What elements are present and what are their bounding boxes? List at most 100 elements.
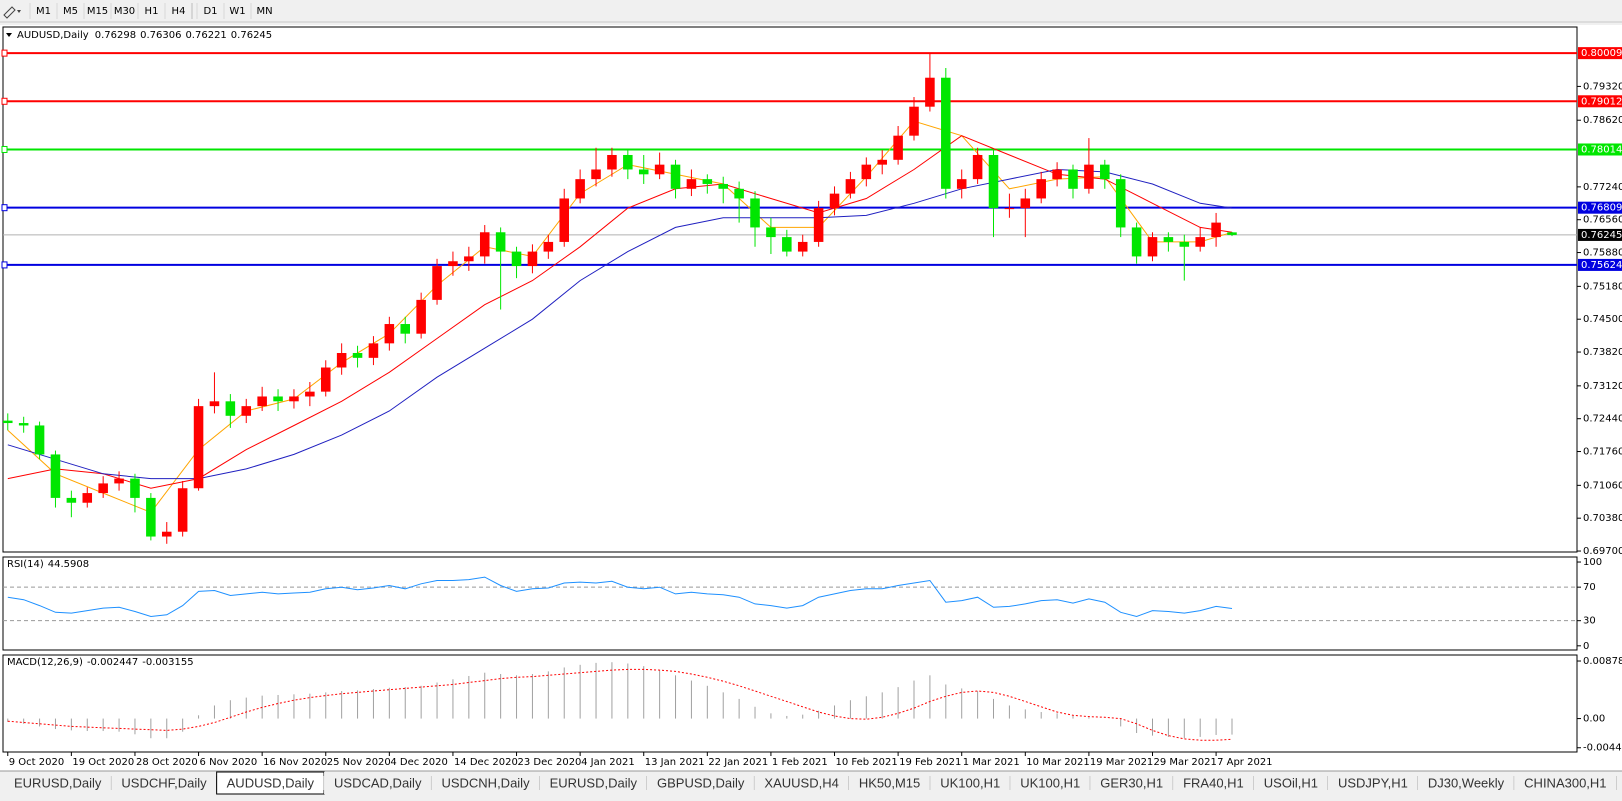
candle-body <box>146 497 156 537</box>
tab[interactable]: USDCAD,Daily <box>324 772 432 794</box>
macd-signal-value: -0.003155 <box>142 657 193 668</box>
tab-label[interactable]: GER30,H1 <box>1100 775 1163 790</box>
tab-label[interactable]: EURUSD,Daily <box>14 775 102 790</box>
candle-body <box>861 164 872 180</box>
candle-body <box>813 208 824 242</box>
tab[interactable]: UK100,H1 <box>1010 772 1091 794</box>
tab-label[interactable]: HK50,M15 <box>859 775 920 790</box>
candle-body <box>893 135 903 160</box>
chart-menu-arrow[interactable] <box>6 33 12 37</box>
candle-body <box>50 454 61 498</box>
tab-background[interactable] <box>754 772 849 794</box>
timeframe-button[interactable]: M30 <box>114 6 135 17</box>
tab-background[interactable] <box>930 772 1011 794</box>
tab[interactable]: U <box>1616 772 1622 794</box>
tab-background[interactable] <box>111 772 217 794</box>
tab[interactable]: USDCNH,Daily <box>431 772 541 794</box>
x-tick-label: 10 Mar 2021 <box>1026 757 1089 768</box>
tab-background[interactable] <box>4 772 112 794</box>
tab[interactable]: USDCHF,Daily <box>111 772 218 794</box>
timeframe-button[interactable]: D1 <box>203 6 217 17</box>
timeframe-button[interactable]: H4 <box>172 6 186 17</box>
tab[interactable]: USOil,H1 <box>1253 772 1329 794</box>
tab[interactable]: DJ30,Weekly <box>1417 772 1515 794</box>
tab[interactable]: AUDUSD,Daily <box>216 771 325 795</box>
tab-label[interactable]: UK100,H1 <box>1020 775 1080 790</box>
tab[interactable]: FRA40,H1 <box>1173 772 1255 794</box>
tab[interactable]: GER30,H1 <box>1090 772 1174 794</box>
timeframe-button[interactable]: W1 <box>229 6 245 17</box>
rsi-line <box>7 576 1233 618</box>
rsi-value: 44.5908 <box>48 559 89 570</box>
draw-tool-icon[interactable] <box>3 6 16 19</box>
tab-label[interactable]: XAUUSD,H4 <box>764 775 838 790</box>
tab[interactable]: GBPUSD,Daily <box>646 772 755 794</box>
rsi-header: RSI(14) 44.5908 <box>7 559 89 570</box>
tab-label[interactable]: EURUSD,Daily <box>550 775 638 790</box>
tab-background[interactable] <box>1417 772 1515 794</box>
tab-background[interactable] <box>1616 772 1622 794</box>
candle-body <box>257 396 267 407</box>
timeframe-button[interactable]: M5 <box>63 6 78 17</box>
tab[interactable]: XAUUSD,H4 <box>754 772 850 794</box>
tab-label[interactable]: USDJPY,H1 <box>1338 775 1408 790</box>
x-tick-label: 29 Mar 2021 <box>1153 757 1216 768</box>
candle-body <box>766 227 776 238</box>
candle-body <box>225 401 236 416</box>
level-price-label: 0.76809 <box>1581 203 1622 214</box>
tab-label[interactable]: USDCNH,Daily <box>441 775 530 790</box>
tab-label[interactable]: USOil,H1 <box>1264 775 1318 790</box>
tab-label[interactable]: USDCAD,Daily <box>334 775 422 790</box>
tab-background[interactable] <box>1010 772 1091 794</box>
level-price-label: 0.79012 <box>1581 96 1622 107</box>
x-tick-label: 1 Mar 2021 <box>963 757 1020 768</box>
tab-label[interactable]: AUDUSD,Daily <box>227 775 315 790</box>
tab-background[interactable] <box>1327 772 1418 794</box>
tab-background[interactable] <box>646 772 755 794</box>
tab-background[interactable] <box>324 772 432 794</box>
tab-label[interactable]: CHINA300,H1 <box>1524 775 1606 790</box>
timeframe-button[interactable]: M1 <box>36 6 51 17</box>
candle-body <box>416 299 426 334</box>
y-tick-label: 0.71060 <box>1583 480 1622 491</box>
tab[interactable]: HK50,M15 <box>848 772 931 794</box>
tab-background[interactable] <box>1514 772 1617 794</box>
tab-label[interactable]: UK100,H1 <box>940 775 1000 790</box>
tab-label[interactable]: USDCHF,Daily <box>121 775 207 790</box>
candle-body <box>1147 237 1158 257</box>
moving-average-line <box>7 135 1233 489</box>
tab-background[interactable] <box>1173 772 1254 794</box>
candle-body <box>464 256 474 262</box>
tab[interactable]: UK100,H1 <box>930 772 1011 794</box>
tab-background[interactable] <box>848 772 931 794</box>
candle-body <box>1211 222 1221 238</box>
dropdown-arrow[interactable] <box>17 10 21 13</box>
tab[interactable]: EURUSD,Daily <box>4 772 112 794</box>
candle-body <box>3 420 13 424</box>
tab-background[interactable] <box>1090 772 1174 794</box>
x-tick-label: 28 Oct 2020 <box>136 757 198 768</box>
x-tick-label: 6 Nov 2020 <box>200 757 258 768</box>
tab-background[interactable] <box>1253 772 1328 794</box>
timeframe-button[interactable]: MN <box>256 6 272 17</box>
candle-body <box>193 406 204 489</box>
x-tick-label: 13 Jan 2021 <box>645 757 705 768</box>
timeframe-button[interactable]: H1 <box>145 6 159 17</box>
tab[interactable]: USDJPY,H1 <box>1327 772 1419 794</box>
tab-background[interactable] <box>539 772 647 794</box>
candle-body <box>432 266 442 300</box>
candle-body <box>654 164 665 175</box>
timeframe-button[interactable]: M15 <box>87 6 108 17</box>
tab-label[interactable]: DJ30,Weekly <box>1428 775 1505 790</box>
current-price-box <box>1578 228 1622 241</box>
tab-label[interactable]: GBPUSD,Daily <box>657 775 745 790</box>
tab-background[interactable] <box>431 772 540 794</box>
tab-label[interactable]: FRA40,H1 <box>1183 775 1244 790</box>
candle-body <box>591 169 601 180</box>
macd-header: MACD(12,26,9) -0.002447 -0.003155 <box>7 657 194 668</box>
candle-body <box>495 232 506 252</box>
tab[interactable]: EURUSD,Daily <box>539 772 648 794</box>
toolbar <box>0 0 1622 22</box>
tab[interactable]: CHINA300,H1 <box>1514 772 1618 794</box>
y-tick-label: 70 <box>1583 582 1596 593</box>
